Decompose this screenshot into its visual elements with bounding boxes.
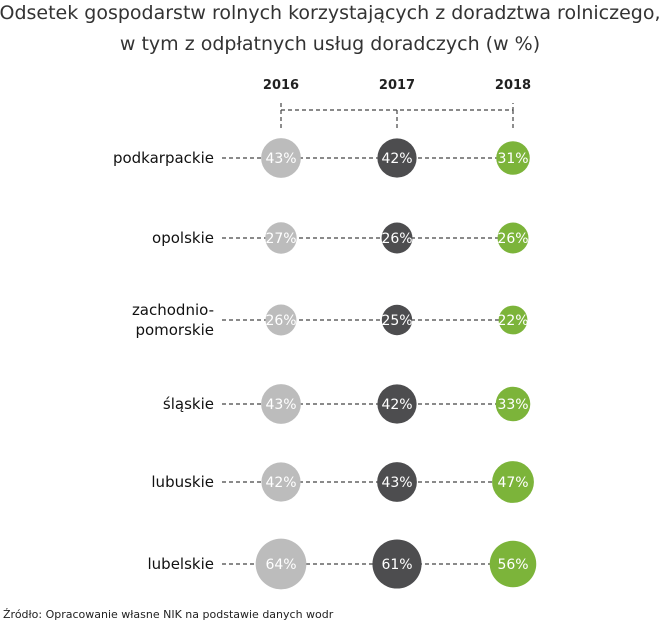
value-bubble [489, 540, 537, 588]
category-label: śląskie [163, 395, 214, 413]
value-label: 61% [381, 557, 412, 573]
value-label: 26% [381, 231, 412, 247]
value-bubble [495, 386, 531, 422]
year-headers: 2016 2017 2018 [263, 78, 531, 93]
source-note: Źródło: Opracowanie własne NIK na podsta… [3, 608, 334, 621]
category-label: lubuskie [151, 473, 214, 491]
value-bubble [381, 304, 413, 336]
value-label: 42% [381, 151, 412, 167]
value-label: 56% [497, 557, 528, 573]
value-bubble [261, 384, 301, 424]
value-label: 31% [497, 151, 528, 167]
value-label: 22% [497, 313, 528, 329]
chart-title-line: w tym z odpłatnych usług doradczych (w %… [120, 33, 540, 55]
chart-row: lubuskie 42% 43% 47% [151, 461, 534, 503]
value-label: 33% [497, 397, 528, 413]
year-bracket-line [280, 103, 514, 111]
chart-title: Odsetek gospodarstw rolnych korzystający… [0, 2, 660, 55]
value-bubble [377, 138, 417, 178]
value-bubble [255, 538, 307, 590]
value-label: 42% [381, 397, 412, 413]
chart-row: zachodnio-pomorskie 26% 25% 22% [132, 301, 529, 339]
category-label: opolskie [152, 229, 214, 247]
year-bracket [280, 103, 514, 129]
value-bubble [377, 384, 417, 424]
value-label: 25% [381, 313, 412, 329]
chart-rows: podkarpackie 43% 42% 31%opolskie 27% 26% 26%za… [113, 138, 537, 590]
chart-row: śląskie 43% 42% 33% [163, 384, 531, 424]
chart-title-line: Odsetek gospodarstw rolnych korzystający… [0, 2, 660, 24]
value-label: 43% [381, 475, 412, 491]
value-label: 47% [497, 475, 528, 491]
value-label: 27% [265, 231, 296, 247]
value-bubble [496, 141, 530, 175]
chart-row: lubelskie 64% 61% 56% [148, 538, 537, 590]
value-bubble [265, 222, 297, 254]
value-label: 26% [265, 313, 296, 329]
category-label: podkarpackie [113, 149, 214, 167]
value-label: 43% [265, 151, 296, 167]
value-bubble [381, 222, 413, 254]
value-bubble [498, 305, 528, 335]
value-label: 42% [265, 475, 296, 491]
chart-row: podkarpackie 43% 42% 31% [113, 138, 530, 178]
year-header: 2018 [495, 78, 531, 93]
value-bubble [261, 462, 301, 502]
value-bubble [492, 461, 534, 503]
category-label: zachodnio-pomorskie [132, 301, 214, 339]
value-bubble [372, 539, 422, 589]
value-label: 43% [265, 397, 296, 413]
value-label: 26% [497, 231, 528, 247]
value-label: 64% [265, 557, 296, 573]
year-header: 2017 [379, 78, 415, 93]
year-header: 2016 [263, 78, 299, 93]
chart-row: opolskie 27% 26% 26% [152, 222, 529, 254]
value-bubble [377, 462, 417, 502]
category-label: lubelskie [148, 555, 215, 573]
value-bubble [265, 304, 297, 336]
value-bubble [261, 138, 301, 178]
value-bubble [497, 222, 529, 254]
